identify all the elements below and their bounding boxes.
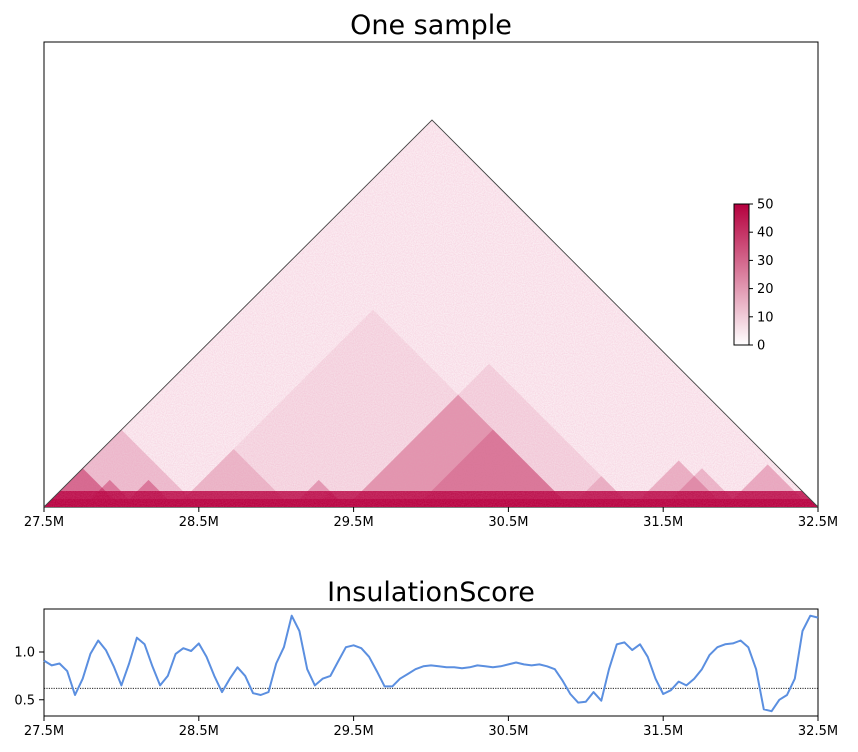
insulation-x-tick-label: 28.5M <box>179 724 219 739</box>
insulation-x-tick-label: 31.5M <box>643 724 683 739</box>
insulation-axes-frame <box>43 608 819 717</box>
colorbar: 0 10 20 30 40 50 <box>733 198 774 354</box>
colorbar-gradient <box>733 203 750 346</box>
heatmap-x-tick-label: 31.5M <box>643 515 683 530</box>
heatmap-matrix <box>44 120 818 507</box>
heatmap-title: One sample <box>350 10 512 41</box>
insulation-x-tick-label: 30.5M <box>488 724 528 739</box>
heatmap-x-tick-label: 30.5M <box>488 515 528 530</box>
colorbar-tick-label: 10 <box>757 310 774 325</box>
insulation-y-tick-label: 1.0 <box>14 645 35 660</box>
heatmap-triangle-outline <box>43 119 819 508</box>
insulation-x-tick-label: 29.5M <box>334 724 374 739</box>
colorbar-ticks: 0 10 20 30 40 50 <box>749 198 774 354</box>
heatmap-x-axis: 27.5M 28.5M 29.5M 30.5M 31.5M 32.5M <box>24 507 838 530</box>
insulation-x-tick-label: 32.5M <box>798 724 838 739</box>
insulation-title: InsulationScore <box>327 577 535 608</box>
heatmap-x-tick-label: 27.5M <box>24 515 64 530</box>
heatmap-panel: One sample 27.5M 28.5M 29.5M 30.5M 31.5M 32.5… <box>24 10 838 530</box>
insulation-x-tick-label: 27.5M <box>24 724 64 739</box>
heatmap-x-tick-label: 28.5M <box>179 515 219 530</box>
insulation-score-line <box>43 614 819 713</box>
colorbar-tick-label: 50 <box>757 198 774 213</box>
insulation-y-axis: 0.5 1.0 <box>14 645 44 708</box>
insulation-y-tick-label: 0.5 <box>14 693 35 708</box>
heatmap-noise <box>44 120 818 507</box>
colorbar-tick-label: 30 <box>757 254 774 269</box>
colorbar-tick-label: 0 <box>757 339 765 354</box>
colorbar-tick-label: 40 <box>757 226 774 241</box>
heatmap-x-tick-label: 32.5M <box>798 515 838 530</box>
heatmap-x-tick-label: 29.5M <box>334 515 374 530</box>
insulation-panel: InsulationScore 0.5 1.0 27.5M 28.5M 29.5M 30… <box>14 577 838 739</box>
insulation-x-axis: 27.5M 28.5M 29.5M 30.5M 31.5M 32.5M <box>24 716 838 739</box>
colorbar-tick-label: 20 <box>757 282 774 297</box>
